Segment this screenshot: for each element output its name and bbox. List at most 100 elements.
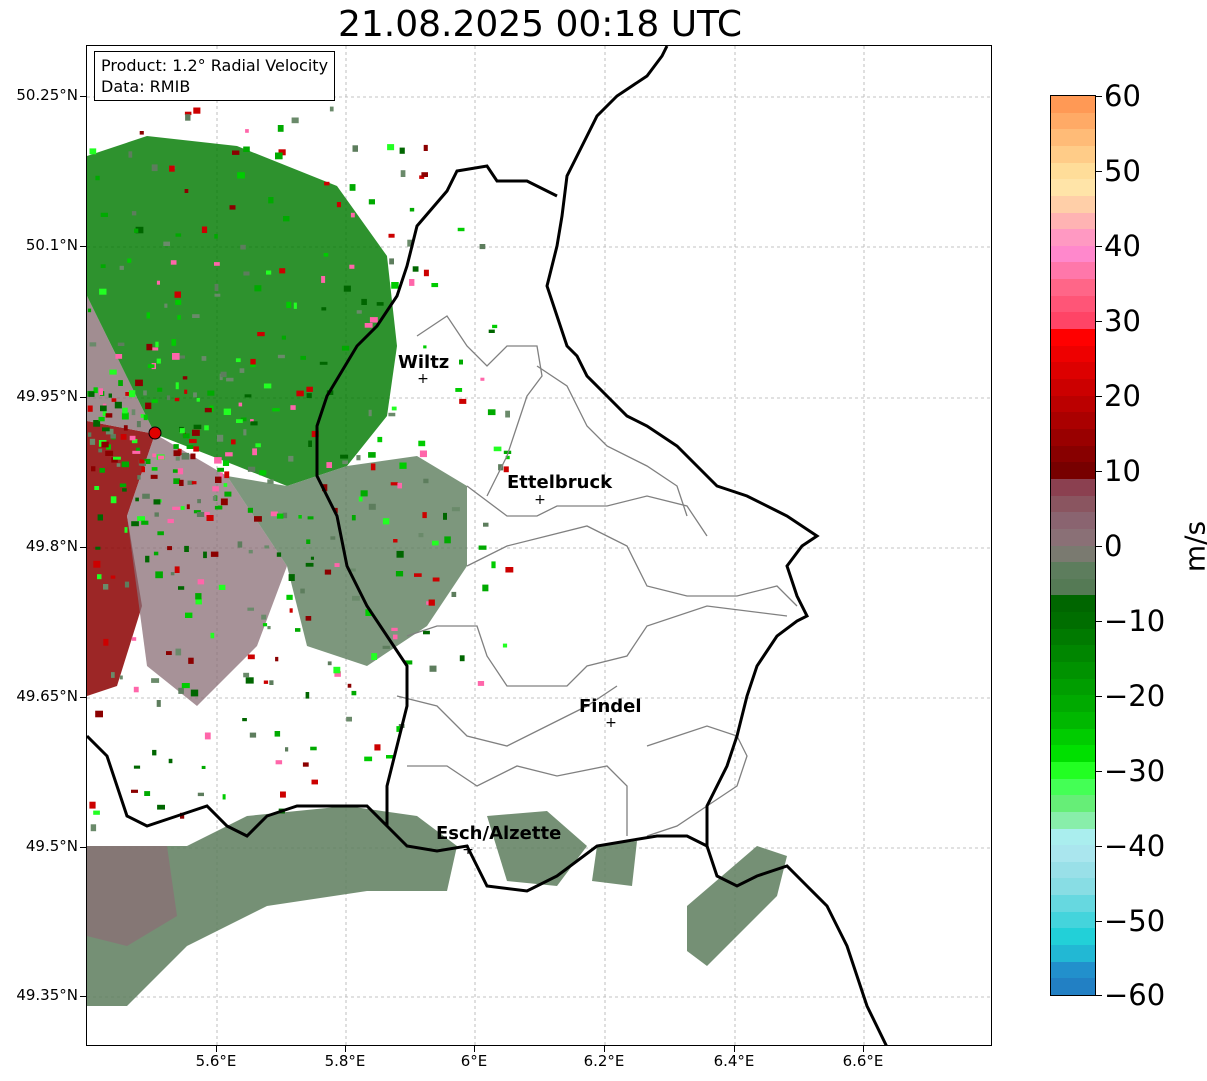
colorbar-segment	[1051, 578, 1095, 599]
y-tick-mark	[80, 96, 86, 97]
radar-speckle	[184, 389, 188, 394]
radar-speckle	[172, 506, 181, 510]
radar-speckle	[219, 472, 223, 479]
radar-speckle	[390, 482, 398, 486]
radar-speckle	[267, 479, 274, 484]
radar-speckle	[174, 566, 180, 573]
radar-speckle	[91, 466, 96, 472]
colorbar-tick-mark	[1096, 246, 1102, 247]
radar-speckle	[187, 480, 194, 485]
radar-speckle	[121, 412, 129, 420]
colorbar-tick-mark	[1096, 396, 1102, 397]
colorbar-segment	[1051, 179, 1095, 199]
radar-speckle	[214, 457, 222, 464]
radar-speckle	[248, 549, 253, 554]
radar-speckle	[264, 545, 270, 549]
radar-speckle	[237, 172, 245, 179]
radar-speckle	[182, 376, 188, 380]
radar-speckle	[397, 482, 402, 489]
radar-speckle	[100, 405, 107, 412]
colorbar-tick-label: 0	[1104, 529, 1123, 563]
radar-speckle	[131, 789, 138, 793]
radar-speckle	[334, 671, 341, 677]
colorbar-tick-label: 30	[1104, 304, 1141, 338]
colorbar-segment	[1051, 512, 1095, 532]
radar-speckle	[111, 398, 117, 402]
radar-speckle	[226, 377, 234, 382]
city-marker-findel[interactable]: Findel +	[579, 696, 642, 731]
radar-speckle	[151, 399, 158, 403]
radar-speckle	[192, 429, 200, 436]
radar-speckle	[145, 402, 152, 410]
colorbar-tick-label: −50	[1104, 904, 1166, 938]
radar-speckle	[407, 239, 413, 247]
radar-speckle	[144, 791, 151, 796]
colorbar-tick-mark	[1096, 771, 1102, 772]
radar-speckle	[229, 205, 236, 210]
radar-speckle	[247, 507, 253, 513]
colorbar-segment	[1051, 412, 1095, 432]
near-zero-echo-region	[487, 811, 587, 886]
colorbar-segment	[1051, 295, 1095, 316]
radar-speckle	[136, 421, 141, 428]
radar-speckle	[275, 656, 279, 662]
radar-speckle	[388, 412, 396, 417]
radar-speckle	[118, 380, 123, 386]
radar-speckle	[386, 755, 394, 759]
radar-speckle	[270, 511, 278, 517]
radar-speckle	[185, 612, 193, 618]
radar-speckle	[164, 303, 168, 308]
radar-speckle	[282, 512, 288, 519]
radar-speckle	[102, 427, 110, 432]
radar-speckle	[349, 264, 355, 269]
near-zero-echo-region	[687, 846, 787, 966]
radar-speckle	[195, 598, 202, 605]
radar-speckle	[285, 747, 289, 752]
radar-speckle	[94, 486, 100, 490]
radar-speckle	[93, 560, 101, 568]
city-marker-ettelbruck[interactable]: Ettelbruck +	[507, 472, 613, 508]
radar-map[interactable]: Wiltz + Ettelbruck + Findel + Esch/Alzet…	[86, 45, 992, 1046]
radar-speckle	[305, 692, 310, 699]
radar-speckle	[110, 575, 116, 579]
city-cross-icon: +	[605, 715, 617, 731]
radar-speckle	[197, 579, 205, 585]
radar-speckle	[174, 291, 181, 298]
radar-speckle	[177, 315, 181, 320]
radar-speckle	[204, 511, 210, 517]
radar-speckle	[288, 574, 295, 581]
radar-speckle	[250, 419, 254, 423]
radar-speckle	[505, 410, 510, 418]
radar-speckle	[480, 377, 485, 381]
radar-speckle	[128, 390, 136, 398]
radar-speckle	[98, 416, 105, 422]
radar-speckle	[120, 434, 127, 440]
radar-speckle	[197, 499, 201, 504]
radar-speckle	[493, 446, 502, 452]
radar-speckle	[155, 571, 163, 579]
radar-speckle	[329, 106, 334, 112]
radar-speckle	[360, 490, 368, 497]
receding-echo-region	[87, 421, 155, 696]
colorbar-tick-label: −40	[1104, 829, 1166, 863]
canton-border	[406, 605, 788, 687]
radar-speckle	[423, 345, 427, 349]
colorbar-segment	[1051, 279, 1095, 299]
city-marker-wiltz[interactable]: Wiltz +	[398, 352, 449, 387]
radar-site-marker[interactable]	[148, 426, 162, 440]
y-tick-label: 49.5°N	[25, 837, 78, 855]
radar-speckle	[151, 678, 160, 683]
radar-speckle	[158, 455, 165, 460]
radar-speckle	[175, 648, 182, 656]
radar-speckle	[277, 354, 285, 359]
radar-speckle	[310, 746, 317, 751]
colorbar-tick-label: 10	[1104, 454, 1141, 488]
radar-speckle	[351, 690, 357, 696]
colorbar-tick-label: 20	[1104, 379, 1141, 413]
radar-speckle	[342, 460, 348, 465]
radar-speckle	[168, 758, 173, 764]
radar-speckle	[179, 479, 184, 486]
city-marker-esch-alzette[interactable]: Esch/Alzette +	[436, 823, 561, 858]
radar-speckle	[391, 627, 398, 631]
radar-speckle	[173, 478, 181, 484]
